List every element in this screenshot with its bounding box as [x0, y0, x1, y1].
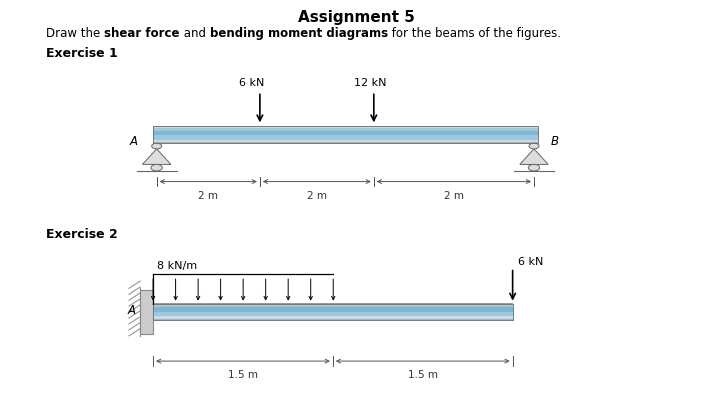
Circle shape	[151, 164, 162, 171]
Bar	[153, 319, 513, 320]
Text: for the beams of the figures.: for the beams of the figures.	[387, 27, 560, 40]
Text: 6 kN: 6 kN	[518, 257, 544, 267]
Text: Assignment 5: Assignment 5	[298, 10, 414, 25]
Text: 8 kN/m: 8 kN/m	[157, 260, 197, 271]
Text: shear force: shear force	[104, 27, 180, 40]
Text: 12 kN: 12 kN	[354, 78, 387, 88]
Text: 6 kN: 6 kN	[239, 78, 264, 88]
Text: A: A	[130, 135, 137, 148]
Text: bending moment diagrams: bending moment diagrams	[209, 27, 387, 40]
Bar	[153, 128, 538, 131]
Text: 1.5 m: 1.5 m	[408, 370, 438, 380]
Bar	[153, 127, 538, 128]
Text: B: B	[550, 135, 558, 148]
Polygon shape	[142, 149, 171, 164]
Bar	[153, 142, 538, 143]
Text: Exercise 2: Exercise 2	[46, 228, 118, 242]
Bar	[153, 305, 513, 307]
Bar	[153, 316, 513, 319]
Text: and: and	[180, 27, 209, 40]
Bar	[140, 290, 153, 334]
Circle shape	[528, 164, 540, 171]
Text: 2 m: 2 m	[307, 191, 327, 201]
Bar	[153, 126, 538, 127]
Bar	[153, 307, 513, 312]
Text: 2 m: 2 m	[198, 191, 219, 201]
Polygon shape	[520, 149, 548, 164]
Circle shape	[152, 143, 162, 149]
Text: Draw the: Draw the	[46, 27, 104, 40]
Text: Exercise 1: Exercise 1	[46, 47, 118, 60]
Text: 1.5 m: 1.5 m	[228, 370, 258, 380]
Circle shape	[529, 143, 539, 149]
Text: 2 m: 2 m	[444, 191, 464, 201]
Bar	[153, 140, 538, 142]
Bar	[153, 303, 513, 304]
Bar	[153, 304, 513, 320]
Bar	[153, 131, 538, 135]
Text: A: A	[127, 304, 135, 317]
Bar	[153, 304, 513, 305]
Bar	[153, 135, 538, 140]
Bar	[153, 126, 538, 143]
Bar	[153, 312, 513, 316]
